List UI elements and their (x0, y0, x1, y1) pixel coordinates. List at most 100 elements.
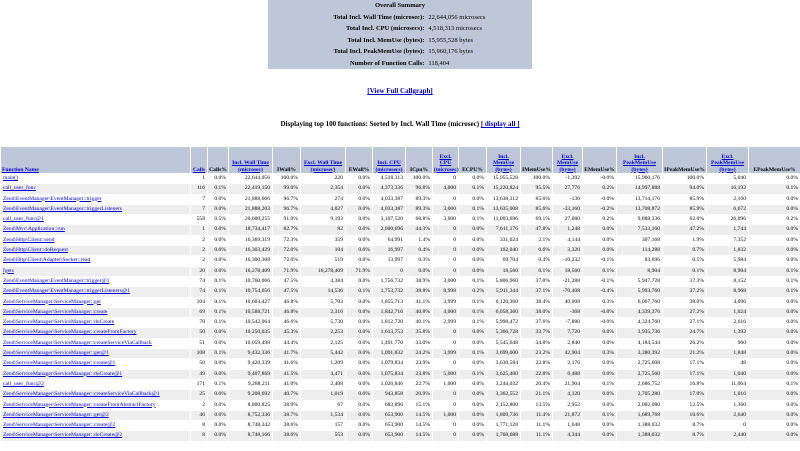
metric-cell: 82 (300, 224, 346, 236)
metric-cell: 0.0% (458, 172, 487, 185)
metric-cell: 0.0% (458, 399, 487, 411)
sort-link[interactable]: Incl. Wall Time (microsec) (232, 160, 269, 173)
function-link[interactable]: fgets (3, 267, 14, 274)
function-row: Zend\ServiceManager\ServiceManager::crea… (0, 358, 800, 370)
metric-cell: 41.5% (272, 368, 301, 380)
metric-cell: 0.0% (582, 389, 617, 401)
metric-cell: 1,689,768 (616, 409, 663, 422)
metric-cell: 99.0% (272, 183, 301, 195)
function-link[interactable]: Zend\ServiceManager\ServiceManager::doCr… (3, 370, 123, 377)
function-link[interactable]: Zend\ServiceManager\ServiceManager::crea… (3, 391, 160, 398)
function-link[interactable]: call_user_func@1 (3, 216, 44, 223)
metric-cell: 1,079,834 (372, 358, 406, 370)
function-link[interactable]: Zend\EventManager\EventManager::trigger (3, 195, 102, 202)
sort-link[interactable]: Excl. CPU (microsec) (434, 153, 459, 173)
function-link[interactable]: Zend\EventManager\EventManager::triggerL… (3, 288, 130, 295)
sort-link[interactable]: Incl. MemUse (bytes) (492, 153, 515, 173)
metric-cell: 0.0% (345, 337, 373, 350)
function-link[interactable]: Zend\ServiceManager\ServiceManager::get@… (3, 350, 109, 357)
metric-cell: 0.1% (458, 306, 487, 319)
function-cell: Zend\ServiceManager\ServiceManager::crea… (0, 420, 191, 432)
metric-cell: 0.3% (582, 296, 617, 308)
function-link[interactable]: Zend\EventManager\EventManager::triggerL… (3, 205, 122, 212)
metric-cell: 2,176 (552, 358, 583, 370)
function-link[interactable]: Zend\ServiceManager\ServiceManager::crea… (3, 329, 137, 336)
function-link[interactable]: call_user_func (3, 185, 36, 192)
metric-cell: 0.0% (207, 409, 229, 422)
metric-cell: 41.7% (272, 348, 301, 360)
sort-link[interactable]: Incl. PeakMemUse (bytes) (623, 153, 656, 173)
metric-cell: 653,900 (372, 409, 406, 422)
metric-cell: 16,997 (372, 245, 406, 257)
metric-cell: 4,184,544 (616, 337, 663, 350)
function-link[interactable]: Zend\ServiceManager\ServiceManager::crea… (3, 360, 116, 367)
metric-cell: 100.0% (662, 172, 707, 185)
function-link[interactable]: Zend\Mvc\Application::run (3, 226, 65, 233)
metric-cell: 46.8% (272, 306, 301, 319)
metric-cell: 13,635,008 (486, 203, 521, 216)
sort-link[interactable]: Excl. MemUse (bytes) (556, 153, 579, 173)
metric-cell: 3,244,032 (486, 378, 521, 391)
function-link[interactable]: Zend\Http\Client\Adapter\Socket::read (3, 257, 91, 264)
metric-cell: 1,491,770 (372, 337, 406, 350)
sort-link[interactable]: Incl. CPU (microsecs) (375, 160, 403, 173)
metric-cell: 0 (432, 430, 459, 442)
display-all-link[interactable]: [ display all ] (480, 120, 520, 128)
callgraph-link[interactable]: [View Full Callgraph] (367, 87, 433, 95)
metric-cell: 21,888,666 (228, 193, 273, 205)
metric-cell: 6,058,360 (486, 306, 521, 319)
function-link[interactable]: Zend\ServiceManager\ServiceManager::doCr… (3, 319, 115, 326)
metric-cell: 2,002,080 (616, 399, 663, 411)
function-link[interactable]: Zend\ServiceManager\ServiceManager::crea… (3, 422, 116, 429)
function-link[interactable]: Zend\ServiceManager\ServiceManager::doCr… (3, 432, 123, 439)
metric-cell: 0.0% (748, 399, 800, 411)
metric-cell: 83,696 (616, 255, 663, 267)
metric-cell: 20,600,255 (228, 214, 273, 226)
metric-cell: 3,320 (552, 245, 583, 257)
metric-cell: 8,904 (616, 265, 663, 277)
metric-cell: 4,339,376 (616, 306, 663, 319)
metric-cell: 104 (300, 245, 346, 257)
function-link[interactable]: Zend\Http\Client::send (3, 236, 55, 243)
summary-label: Total Incl. PeakMemUse (bytes): (333, 48, 425, 55)
metric-cell: 25 (190, 389, 208, 401)
function-link[interactable]: Zend\ServiceManager\ServiceManager::get (3, 298, 101, 305)
function-link[interactable]: Zend\EventManager\EventManager::trigger@… (3, 277, 110, 284)
metric-cell: 0.0% (458, 265, 487, 277)
metric-cell: 653,900 (372, 420, 406, 432)
metric-cell: 20.9% (405, 389, 433, 401)
metric-cell: 0.0% (345, 224, 373, 236)
function-cell: Zend\ServiceManager\ServiceManager::crea… (0, 327, 191, 339)
metric-cell: 5,040 (706, 172, 749, 185)
metric-cell: 68.8% (405, 214, 433, 226)
column-header: EPeakMemUse% (748, 146, 800, 174)
function-link[interactable]: Zend\Http\Client::doRequest (3, 247, 68, 254)
metric-cell: 0.0% (345, 368, 373, 380)
metric-cell: 960 (706, 337, 749, 350)
function-link[interactable]: Zend\ServiceManager\ServiceManager::crea… (3, 401, 156, 408)
metric-cell: 13,714,176 (616, 193, 663, 205)
metric-cell: 2,160 (706, 193, 749, 205)
metric-cell: 4,120 (552, 389, 583, 401)
metric-cell: 14.5% (405, 430, 433, 442)
function-link[interactable]: Zend\ServiceManager\ServiceManager::crea… (3, 308, 108, 315)
function-link[interactable]: Zend\ServiceManager\ServiceManager::get@… (3, 411, 109, 418)
column-header: Incl. PeakMemUse (bytes) (616, 146, 663, 174)
metric-cell: 0.1% (748, 286, 800, 298)
metric-cell: 108 (190, 348, 208, 360)
metric-cell: 18,734,417 (228, 224, 273, 236)
metric-cell: 69 (190, 306, 208, 319)
sort-link[interactable]: Calls (192, 166, 206, 173)
function-link[interactable]: main() (3, 175, 18, 181)
sort-link[interactable]: Excl. Wall Time (microsec) (303, 160, 343, 173)
metric-cell: 0.0% (345, 306, 373, 319)
sort-link[interactable]: Excl. PeakMemUse (bytes) (711, 153, 744, 173)
function-link[interactable]: Zend\ServiceManager\ServiceManager::crea… (3, 339, 152, 346)
metric-cell: 47.8% (520, 224, 553, 236)
function-link[interactable]: call_user_func@2 (3, 380, 44, 387)
metric-cell: 0.0% (458, 327, 487, 339)
metric-cell: 40.7% (272, 389, 301, 401)
metric-cell: 1,019 (300, 389, 346, 401)
sort-link[interactable]: Function Name (2, 166, 39, 173)
metric-cell: 5,806,960 (486, 275, 521, 288)
